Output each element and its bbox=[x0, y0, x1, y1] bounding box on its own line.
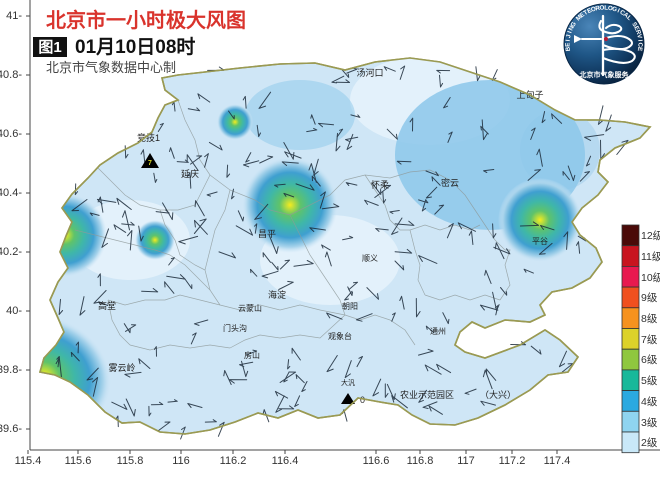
svg-text:观象台: 观象台 bbox=[328, 331, 352, 341]
svg-text:3级: 3级 bbox=[641, 417, 658, 429]
svg-text:116: 116 bbox=[172, 455, 190, 467]
svg-text:密云: 密云 bbox=[441, 177, 459, 188]
svg-text:12级: 12级 bbox=[641, 230, 660, 242]
svg-text:5级: 5级 bbox=[641, 375, 658, 387]
svg-text:11级: 11级 bbox=[641, 251, 660, 263]
svg-text:117.2: 117.2 bbox=[499, 455, 526, 467]
svg-text:01月10日08时: 01月10日08时 bbox=[75, 36, 195, 58]
svg-text:北京市一小时极大风图: 北京市一小时极大风图 bbox=[46, 8, 246, 32]
svg-text:40.6-: 40.6- bbox=[0, 128, 22, 140]
svg-text:40-: 40- bbox=[6, 305, 22, 317]
svg-text:117.4: 117.4 bbox=[544, 455, 571, 467]
svg-text:海淀: 海淀 bbox=[268, 289, 286, 300]
svg-text:116.2: 116.2 bbox=[220, 455, 247, 467]
svg-text:7: 7 bbox=[148, 160, 152, 167]
svg-text:朝阳: 朝阳 bbox=[342, 302, 358, 311]
svg-text:雾云岭: 雾云岭 bbox=[108, 362, 135, 373]
svg-text:7级: 7级 bbox=[641, 334, 658, 346]
svg-text:116.8: 116.8 bbox=[407, 455, 434, 467]
svg-text:（大兴）: （大兴） bbox=[480, 389, 516, 400]
svg-text:顺义: 顺义 bbox=[362, 254, 378, 263]
svg-text:116.4: 116.4 bbox=[272, 455, 299, 467]
svg-text:房山: 房山 bbox=[244, 350, 260, 360]
svg-text:117: 117 bbox=[457, 455, 475, 467]
svg-text:农业示范园区: 农业示范园区 bbox=[400, 389, 454, 400]
svg-text:0: 0 bbox=[360, 395, 365, 405]
svg-text:2级: 2级 bbox=[641, 437, 658, 449]
svg-text:高堂: 高堂 bbox=[98, 300, 116, 311]
svg-text:4级: 4级 bbox=[641, 396, 658, 408]
svg-text:昌平: 昌平 bbox=[258, 229, 276, 239]
svg-text:E: E bbox=[564, 43, 571, 47]
svg-text:平谷: 平谷 bbox=[532, 237, 548, 246]
svg-text:115.6: 115.6 bbox=[65, 455, 92, 467]
svg-text:8级: 8级 bbox=[641, 313, 658, 325]
svg-text:39.8-: 39.8- bbox=[0, 364, 22, 376]
svg-text:116.6: 116.6 bbox=[363, 455, 390, 467]
svg-text:图1: 图1 bbox=[38, 39, 61, 56]
svg-text:通州: 通州 bbox=[430, 326, 446, 336]
svg-text:怀柔: 怀柔 bbox=[371, 179, 389, 190]
svg-text:云蒙山: 云蒙山 bbox=[238, 303, 262, 313]
svg-text:门头沟: 门头沟 bbox=[223, 323, 247, 333]
svg-text:39.6-: 39.6- bbox=[0, 423, 22, 435]
svg-text:9级: 9级 bbox=[641, 292, 658, 304]
svg-text:10级: 10级 bbox=[641, 272, 660, 284]
svg-text:汤河口: 汤河口 bbox=[356, 67, 383, 78]
svg-text:41-: 41- bbox=[6, 10, 22, 22]
svg-text:115.4: 115.4 bbox=[15, 455, 42, 467]
svg-text:北京市气象服务: 北京市气象服务 bbox=[580, 70, 630, 79]
svg-text:115.8: 115.8 bbox=[117, 455, 144, 467]
svg-text:40.8-: 40.8- bbox=[0, 69, 22, 81]
svg-text:6级: 6级 bbox=[641, 354, 658, 366]
svg-text:40.4-: 40.4- bbox=[0, 187, 22, 199]
svg-text:40.2-: 40.2- bbox=[0, 246, 22, 258]
svg-text:北京市气象数据中心制: 北京市气象数据中心制 bbox=[46, 60, 176, 75]
svg-text:延庆: 延庆 bbox=[181, 168, 199, 179]
svg-text:大汎: 大汎 bbox=[341, 378, 355, 387]
